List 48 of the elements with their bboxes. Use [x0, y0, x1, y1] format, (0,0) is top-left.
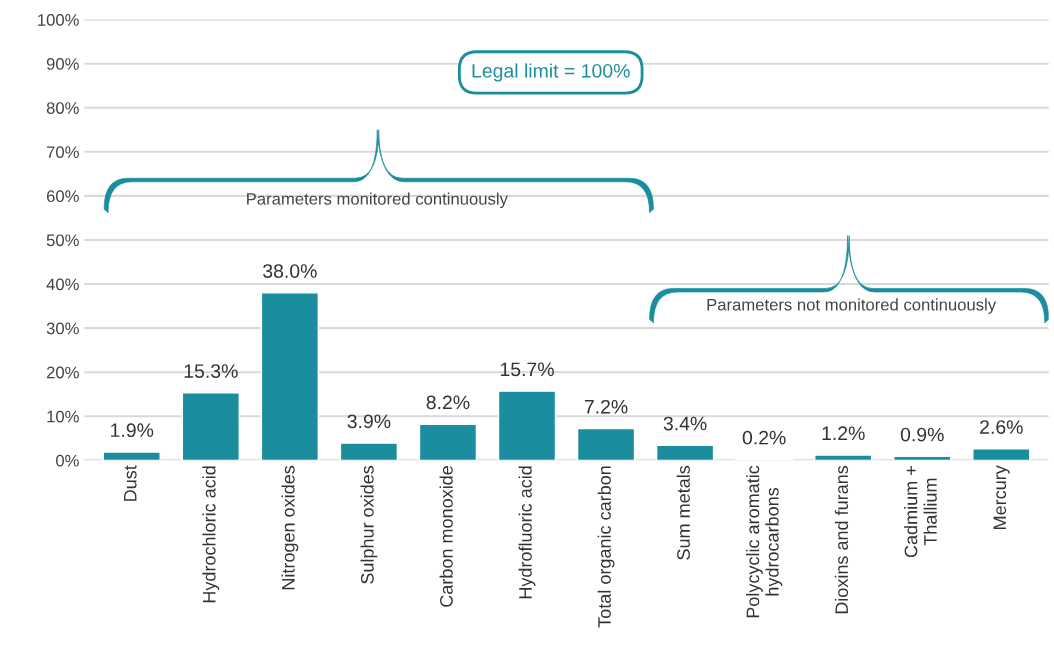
data-label: 7.2% [584, 399, 628, 414]
data-label: 0.2% [742, 430, 786, 445]
data-label: 3.4% [663, 416, 707, 431]
bar [418, 423, 478, 461]
x-tick-label: Carbon monoxide [439, 466, 453, 607]
bar [972, 448, 1031, 461]
y-tick-label: 0% [56, 454, 79, 467]
y-tick-label: 10% [47, 410, 79, 423]
x-tick-label: Mercury [993, 465, 1010, 529]
bar [339, 442, 399, 461]
x-tick-label: Dioxins and furans [834, 465, 849, 614]
y-tick-label: 60% [46, 190, 79, 203]
data-label: 2.6% [980, 420, 1023, 434]
bar [814, 454, 873, 461]
data-label: 1.9% [111, 423, 154, 438]
x-tick-label: Cadmium + Thallium [904, 466, 937, 558]
y-tick-label: 90% [46, 58, 79, 70]
bar [102, 451, 161, 461]
annotation: Legal limit = 100% [472, 63, 630, 82]
data-label: 1.2% [822, 426, 865, 441]
annotation: Parameters not monitored continuously [707, 298, 997, 314]
bar [497, 390, 557, 461]
bar [181, 392, 240, 461]
y-tick-label: 70% [46, 146, 79, 159]
x-tick-label: Nitrogen oxides [281, 465, 299, 590]
annotation: Parameters monitored continuously [247, 192, 508, 209]
y-tick-label: 50% [46, 234, 79, 247]
x-tick-label: Dust [124, 465, 137, 501]
x-tick-label: Polycyclic aromatic hydrocarbons [746, 465, 783, 618]
x-tick-label: Total organic carbon [597, 466, 615, 628]
y-tick-label: 100% [38, 13, 79, 26]
bar [655, 444, 715, 461]
data-label: 8.2% [426, 395, 470, 410]
x-tick-label: Sum metals [676, 465, 690, 560]
y-tick-label: 80% [46, 102, 79, 114]
y-tick-label: 40% [46, 278, 79, 291]
x-tick-label: Hydrofluoric acid [518, 466, 536, 599]
y-tick-label: 30% [46, 322, 79, 335]
x-tick-label: Sulphur oxides [360, 465, 378, 584]
bar [260, 292, 320, 461]
x-tick-label: Hydrochloric acid [202, 466, 220, 603]
bar [576, 427, 636, 461]
data-label: 0.9% [900, 427, 944, 442]
data-label: 3.9% [347, 414, 391, 429]
data-label: 38.0% [263, 264, 317, 278]
y-tick-label: 20% [46, 366, 79, 379]
data-label: 15.3% [184, 364, 238, 378]
data-label: 15.7% [500, 362, 554, 377]
